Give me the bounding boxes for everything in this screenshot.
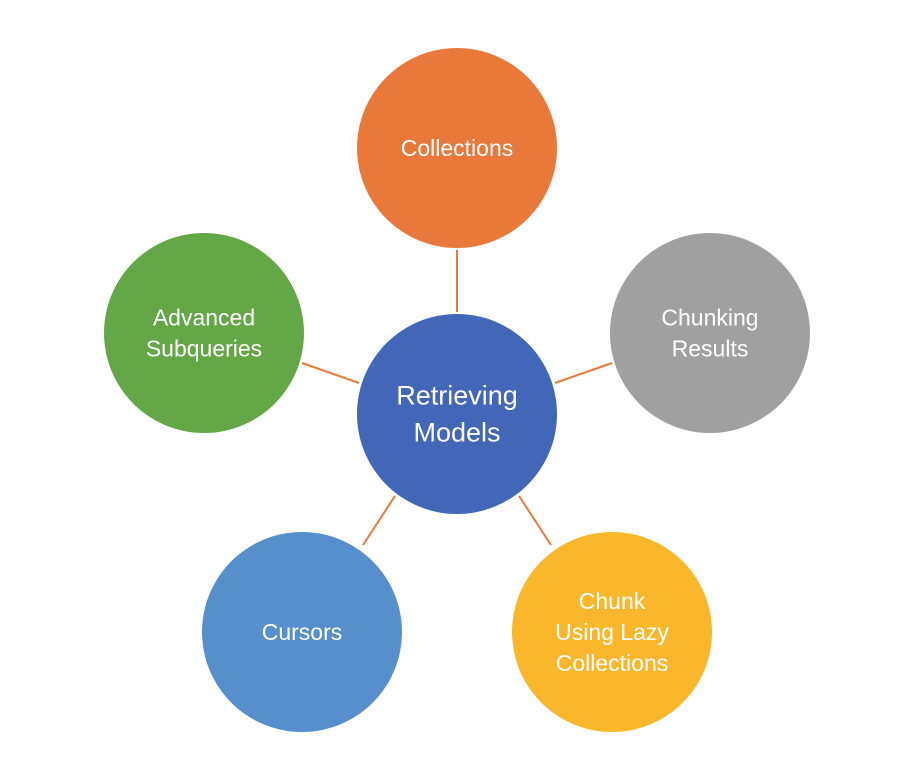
connector-chunking-results — [554, 362, 613, 384]
nodes: Collections Chunking Results Chunk Using Laz… — [104, 48, 810, 732]
node-collections-label-line-1: Collections — [401, 135, 514, 161]
center-circle — [357, 314, 557, 514]
connector-cursors — [362, 495, 396, 546]
node-circle-cursors — [202, 532, 402, 732]
connectors — [301, 250, 613, 546]
node-advanced-subqueries-label-line-2: Subqueries — [146, 336, 262, 362]
node-advanced-subqueries-label-line-1: Advanced — [153, 305, 255, 331]
node-collections: Collections — [357, 48, 557, 248]
node-chunking-results-label-line-2: Results — [672, 336, 749, 362]
node-chunk-using-lazy-collections: Chunk Using Lazy Collections — [512, 532, 712, 732]
node-circle-chunk-using-lazy-collections — [512, 532, 712, 732]
node-advanced-subqueries: Advanced Subqueries — [104, 233, 304, 433]
center-label-line-2: Models — [413, 418, 500, 448]
node-circle-advanced-subqueries — [104, 233, 304, 433]
node-circle-chunking-results — [610, 233, 810, 433]
center-label-line-1: Retrieving — [396, 381, 518, 411]
node-cursors: Cursors — [202, 532, 402, 732]
node-circle-collections — [357, 48, 557, 248]
node-cursors-label-line-1: Cursors — [262, 619, 343, 645]
connector-chunk-using-lazy-collections — [518, 495, 552, 546]
node-chunking-results-label-line-1: Chunking — [661, 305, 758, 331]
connector-advanced-subqueries — [301, 362, 360, 384]
center-node: Retrieving Models — [357, 314, 557, 514]
node-chunk-using-lazy-collections-label-line-3: Collections — [556, 650, 669, 676]
node-chunk-using-lazy-collections-label-line-2: Using Lazy — [555, 619, 669, 645]
node-chunking-results: Chunking Results — [610, 233, 810, 433]
node-chunk-using-lazy-collections-label-line-1: Chunk — [579, 588, 646, 614]
